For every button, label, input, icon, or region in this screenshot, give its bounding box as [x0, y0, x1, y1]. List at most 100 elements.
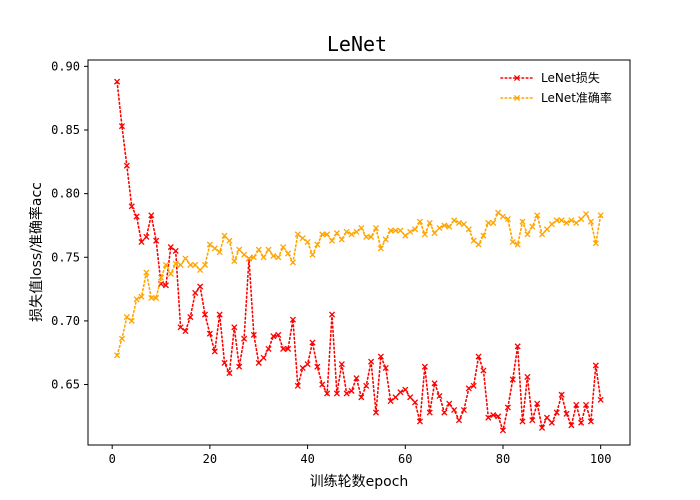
- y-axis-title: 损失值loss/准确率acc: [28, 182, 45, 322]
- data-point-marker: [231, 258, 238, 265]
- data-point-marker: [148, 212, 155, 219]
- x-tick-label: 60: [398, 452, 412, 466]
- data-point-marker: [143, 233, 150, 240]
- data-point-marker: [597, 212, 604, 219]
- data-point-marker: [377, 353, 384, 360]
- data-point-marker: [421, 231, 428, 238]
- data-point-marker: [260, 254, 267, 261]
- data-point-marker: [153, 237, 160, 244]
- data-point-marker: [509, 238, 516, 246]
- data-point-marker: [216, 249, 223, 256]
- data-point-marker: [455, 417, 463, 424]
- data-point-marker: [519, 218, 526, 225]
- data-point-marker: [284, 250, 292, 257]
- plot-frame: [87, 59, 631, 446]
- data-point-marker: [358, 224, 365, 232]
- data-point-marker: [206, 241, 213, 248]
- data-point-marker: [338, 236, 345, 243]
- data-point-marker: [226, 370, 233, 377]
- data-point-marker: [490, 219, 497, 226]
- data-point-marker: [123, 162, 130, 169]
- data-point-marker: [309, 251, 316, 258]
- data-point-marker: [177, 261, 184, 268]
- data-point-marker: [201, 261, 209, 268]
- data-point-marker: [377, 245, 384, 252]
- series-loss: [114, 78, 604, 434]
- data-point-marker: [172, 247, 179, 254]
- data-point-marker: [504, 216, 511, 223]
- data-point-marker: [324, 390, 331, 397]
- data-point-marker: [504, 404, 511, 411]
- data-point-marker: [539, 231, 546, 238]
- data-point-marker: [465, 385, 472, 392]
- data-point-marker: [485, 219, 492, 226]
- y-tick-label: 0.80: [51, 187, 80, 201]
- data-point-marker: [304, 361, 311, 368]
- data-point-marker: [280, 244, 287, 251]
- data-point-marker: [582, 210, 590, 218]
- data-point-marker: [250, 331, 257, 338]
- data-point-marker: [289, 259, 296, 266]
- data-point-marker: [436, 224, 443, 232]
- data-point-marker: [392, 394, 399, 401]
- y-axis-ticks: 0.65 0.70 0.75 0.80 0.85 0.90: [51, 59, 88, 392]
- data-point-marker: [582, 401, 590, 408]
- data-point-marker: [304, 238, 311, 246]
- data-point-marker: [284, 345, 292, 352]
- data-point-marker: [314, 363, 321, 370]
- data-point-marker: [553, 409, 560, 416]
- data-point-marker: [319, 381, 326, 388]
- data-point-marker: [333, 390, 340, 397]
- data-point-marker: [539, 424, 546, 431]
- data-point-marker: [255, 359, 262, 366]
- data-point-marker: [231, 324, 238, 331]
- data-point-marker: [446, 223, 453, 230]
- data-point-marker: [451, 406, 458, 414]
- data-point-marker: [128, 203, 135, 210]
- data-point-marker: [529, 417, 536, 424]
- data-point-marker: [192, 261, 199, 268]
- data-point-marker: [441, 409, 448, 416]
- x-tick-label: 20: [203, 452, 217, 466]
- data-point-marker: [392, 227, 399, 234]
- data-point-marker: [172, 260, 179, 267]
- data-point-marker: [524, 231, 531, 238]
- data-point-marker: [514, 241, 521, 248]
- data-point-marker: [416, 418, 424, 425]
- data-point-marker: [162, 261, 169, 268]
- y-tick-label: 0.85: [51, 123, 80, 137]
- data-point-marker: [319, 231, 326, 238]
- legend-marker: [513, 94, 521, 102]
- data-point-marker: [470, 382, 477, 389]
- data-point-marker: [573, 219, 580, 226]
- data-point-marker: [563, 219, 570, 226]
- series-accuracy: [114, 209, 604, 359]
- data-point-marker: [211, 245, 218, 252]
- data-point-marker: [368, 233, 375, 240]
- x-axis-ticks: 0 20 40 60 80 100: [109, 445, 612, 466]
- data-point-marker: [558, 217, 565, 224]
- data-point-marker: [187, 314, 194, 321]
- data-point-marker: [241, 335, 248, 342]
- data-point-marker: [451, 217, 458, 224]
- data-point-marker: [363, 233, 370, 240]
- data-point-marker: [407, 228, 414, 235]
- data-point-marker: [411, 399, 419, 406]
- data-point-marker: [143, 269, 150, 276]
- data-point-marker: [328, 311, 336, 318]
- data-point-marker: [495, 413, 502, 420]
- data-point-marker: [411, 226, 419, 233]
- data-point-marker: [426, 409, 433, 416]
- data-point-marker: [358, 394, 365, 401]
- data-point-marker: [387, 398, 394, 405]
- legend-label: LeNet损失: [541, 70, 600, 85]
- data-point-marker: [529, 223, 536, 230]
- x-tick-label: 40: [300, 452, 314, 466]
- y-tick-label: 0.70: [51, 314, 80, 328]
- data-point-marker: [348, 387, 355, 394]
- data-point-marker: [280, 345, 287, 352]
- x-tick-label: 100: [590, 452, 612, 466]
- series-line: [116, 80, 602, 434]
- x-axis-title: 训练轮数epoch: [310, 474, 409, 490]
- data-point-marker: [568, 217, 575, 224]
